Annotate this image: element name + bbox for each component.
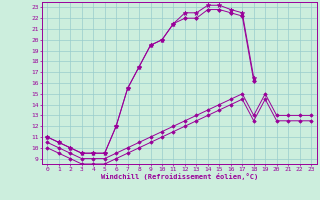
X-axis label: Windchill (Refroidissement éolien,°C): Windchill (Refroidissement éolien,°C) (100, 173, 258, 180)
